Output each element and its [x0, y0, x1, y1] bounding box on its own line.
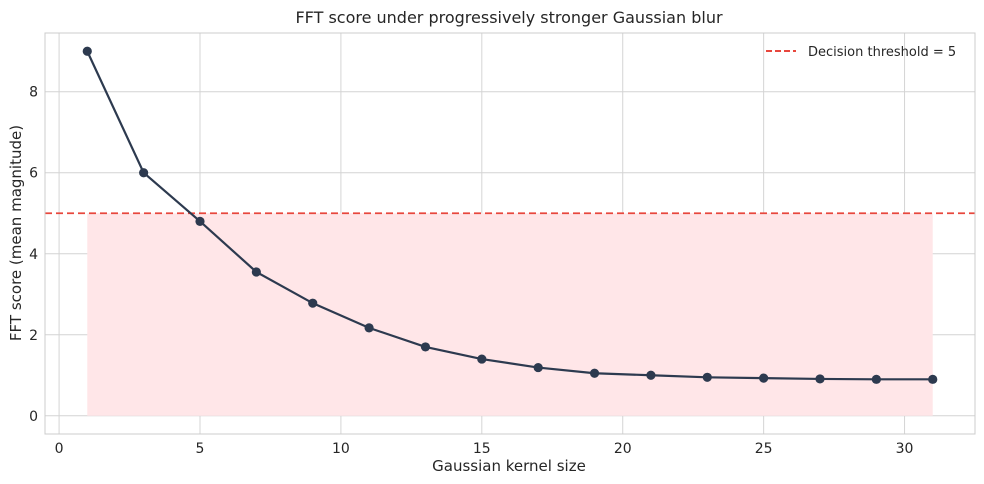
- y-axis-title: FFT score (mean magnitude): [7, 125, 25, 341]
- data-point: [759, 373, 769, 383]
- y-tick-label: 0: [29, 409, 38, 425]
- data-point: [308, 298, 318, 308]
- x-tick-labels: 0 5 10 15 20 25 30: [55, 441, 914, 457]
- x-tick-label: 20: [614, 441, 632, 457]
- series-points: [82, 46, 938, 384]
- fft-score-series-line: [86, 50, 933, 381]
- data-point: [928, 374, 938, 384]
- plot-frame: [44, 32, 976, 435]
- data-point: [139, 168, 149, 178]
- y-tick-label: 6: [29, 166, 38, 182]
- data-point: [364, 323, 374, 333]
- x-axis-title: Gaussian kernel size: [432, 457, 586, 475]
- chart-title: FFT score under progressively stronger G…: [295, 8, 723, 27]
- legend-threshold-label: Decision threshold = 5: [808, 45, 956, 60]
- y-tick-label: 2: [29, 328, 38, 344]
- data-point: [871, 374, 881, 384]
- y-tick-label: 8: [29, 85, 38, 101]
- x-tick-label: 30: [896, 441, 914, 457]
- data-point: [82, 46, 92, 56]
- data-point: [646, 370, 656, 380]
- y-tick-label: 4: [29, 247, 38, 263]
- x-tick-label: 25: [755, 441, 773, 457]
- data-point: [195, 216, 205, 226]
- data-point: [251, 267, 261, 277]
- data-point: [477, 354, 487, 364]
- legend: Decision threshold = 5: [766, 45, 956, 60]
- data-point: [420, 342, 431, 352]
- data-point: [815, 374, 825, 384]
- data-point: [533, 362, 543, 373]
- data-point: [702, 372, 712, 382]
- x-tick-label: 0: [55, 441, 64, 457]
- y-tick-labels: 0 2 4 6 8: [29, 85, 38, 425]
- data-point: [589, 368, 600, 378]
- x-tick-label: 10: [332, 441, 350, 457]
- below-threshold-shaded-region: [87, 213, 933, 416]
- x-tick-label: 5: [196, 441, 205, 457]
- x-tick-label: 15: [473, 441, 491, 457]
